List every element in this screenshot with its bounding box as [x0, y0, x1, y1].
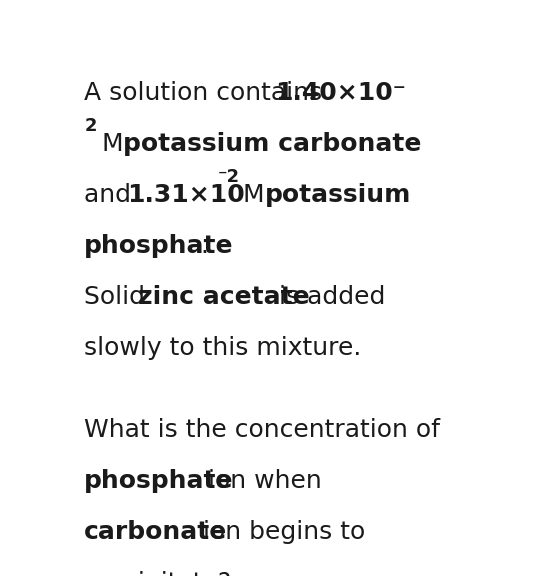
Text: M: M — [94, 132, 132, 156]
Text: phosphate: phosphate — [84, 469, 234, 493]
Text: ⁻2: ⁻2 — [218, 168, 240, 186]
Text: and: and — [84, 183, 139, 207]
Text: M: M — [235, 183, 273, 207]
Text: 1.31×10: 1.31×10 — [127, 183, 245, 207]
Text: potassium carbonate: potassium carbonate — [123, 132, 421, 156]
Text: potassium: potassium — [265, 183, 411, 207]
Text: A solution contains: A solution contains — [84, 81, 330, 105]
Text: .: . — [200, 234, 208, 258]
Text: Solid: Solid — [84, 285, 153, 309]
Text: carbonate: carbonate — [84, 520, 227, 544]
Text: 2: 2 — [84, 117, 97, 135]
Text: is added: is added — [271, 285, 385, 309]
Text: phosphate: phosphate — [84, 234, 234, 258]
Text: What is the concentration of: What is the concentration of — [84, 418, 440, 442]
Text: ion when: ion when — [200, 469, 322, 493]
Text: precipitate?: precipitate? — [84, 571, 232, 576]
Text: ion begins to: ion begins to — [195, 520, 366, 544]
Text: 1.40×10⁻: 1.40×10⁻ — [275, 81, 406, 105]
Text: slowly to this mixture.: slowly to this mixture. — [84, 336, 362, 360]
Text: zinc acetate: zinc acetate — [138, 285, 309, 309]
